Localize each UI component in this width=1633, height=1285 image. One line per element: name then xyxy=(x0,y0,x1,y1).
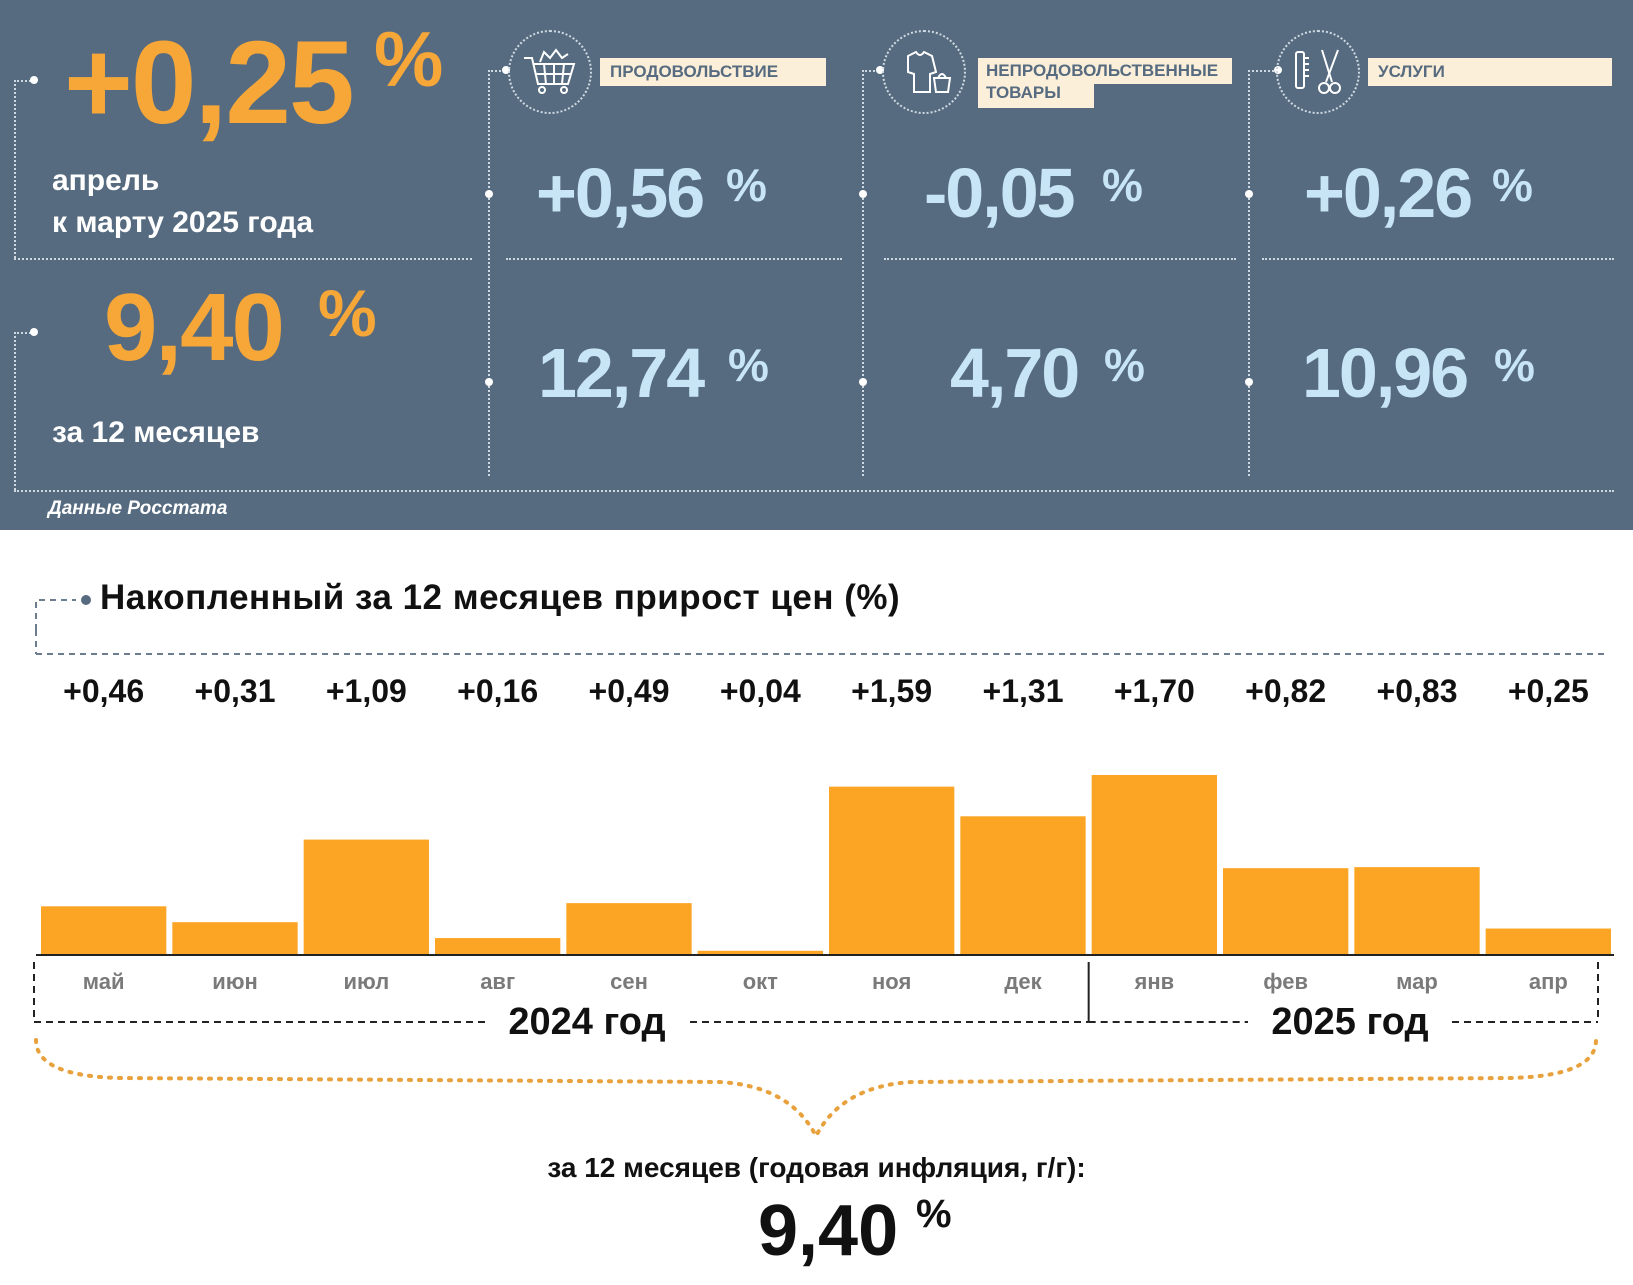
monthly-label-line1: апрель xyxy=(52,164,160,197)
column-divider xyxy=(1248,70,1250,476)
value-label: +1,09 xyxy=(326,673,407,709)
food-annual-value: 12,74 xyxy=(538,334,705,412)
bullet-dot xyxy=(502,66,510,74)
food-monthly-unit: % xyxy=(726,159,767,211)
bar xyxy=(1091,775,1217,955)
bar xyxy=(566,903,692,955)
curly-brace xyxy=(34,1038,1598,1141)
x-tick-label: авг xyxy=(480,969,515,994)
x-tick-label: апр xyxy=(1529,969,1568,994)
bar xyxy=(1354,867,1480,955)
bullet-dot xyxy=(485,378,493,386)
source-note: Данные Росстата xyxy=(48,498,228,519)
category-label-food: ПРОДОВОЛЬСТВИЕ xyxy=(600,58,826,86)
category-label-nonfood-line2: ТОВАРЫ xyxy=(978,80,1094,108)
food-annual-unit: % xyxy=(728,339,769,391)
services-annual-unit: % xyxy=(1494,339,1535,391)
footer-value: 9,40 xyxy=(758,1191,899,1271)
bar xyxy=(960,816,1086,955)
row-divider xyxy=(884,258,1236,260)
bullet-dot xyxy=(876,66,884,74)
value-label: +1,31 xyxy=(983,673,1064,709)
bar-chart: +0,46 май +0,31 июн +1,09 июл +0,16 авг +0,49 сен… xyxy=(33,595,1614,1141)
x-tick-label: фев xyxy=(1263,969,1308,994)
bar xyxy=(303,839,429,955)
x-tick-label: ноя xyxy=(872,969,911,994)
frame-line xyxy=(14,332,16,490)
year-label-2024: 2024 год xyxy=(508,1001,665,1043)
x-tick-label: июл xyxy=(343,969,389,994)
bar xyxy=(1485,928,1611,955)
bullet-dot xyxy=(485,190,493,198)
value-label: +0,04 xyxy=(720,673,801,709)
monthly-unit: % xyxy=(374,15,444,103)
value-label: +0,46 xyxy=(63,673,144,709)
nonfood-monthly-value: -0,05 xyxy=(924,154,1076,232)
food-monthly-value: +0,56 xyxy=(536,154,705,232)
bar xyxy=(829,786,955,955)
services-monthly-value: +0,26 xyxy=(1304,154,1473,232)
value-label: +0,49 xyxy=(589,673,670,709)
bullet-dot xyxy=(859,190,867,198)
value-label: +0,16 xyxy=(457,673,538,709)
bullet-dot xyxy=(859,378,867,386)
bullet-dot xyxy=(30,76,38,84)
chart-title: Накопленный за 12 месяцев прирост цен (%… xyxy=(100,578,901,617)
bullet-dot xyxy=(1245,190,1253,198)
column-divider xyxy=(488,70,490,476)
x-tick-label: июн xyxy=(212,969,258,994)
footer-label: за 12 месяцев (годовая инфляция, г/г): xyxy=(547,1152,1086,1183)
frame-line xyxy=(14,80,34,82)
value-label: +0,82 xyxy=(1245,673,1326,709)
row-divider xyxy=(506,258,842,260)
category-label-nonfood-line1: НЕПРОДОВОЛЬСТВЕННЫЕ xyxy=(978,58,1232,84)
summary-panel: +0,25 % апрель к марту 2025 года 9,40 % … xyxy=(0,0,1633,530)
frame-line xyxy=(14,332,34,334)
footer-unit: % xyxy=(916,1192,952,1236)
services-annual-value: 10,96 xyxy=(1302,334,1469,412)
value-label: +0,25 xyxy=(1508,673,1589,709)
clothing-icon xyxy=(882,30,966,114)
row-divider xyxy=(1262,258,1614,260)
bar xyxy=(435,938,561,955)
services-monthly-unit: % xyxy=(1492,159,1533,211)
bar xyxy=(1223,868,1349,955)
x-tick-label: окт xyxy=(743,969,778,994)
scissors-comb-icon xyxy=(1276,30,1360,114)
bullet-dot xyxy=(30,328,38,336)
nonfood-annual-unit: % xyxy=(1104,339,1145,391)
x-tick-label: янв xyxy=(1134,969,1175,994)
value-label: +1,59 xyxy=(851,673,932,709)
x-tick-label: мар xyxy=(1396,969,1438,994)
value-label: +0,83 xyxy=(1377,673,1458,709)
x-tick-label: сен xyxy=(610,969,648,994)
monthly-label-line2: к марту 2025 года xyxy=(52,206,314,239)
value-label: +1,70 xyxy=(1114,673,1195,709)
title-guide-line xyxy=(35,599,76,630)
frame-line xyxy=(488,70,508,72)
nonfood-monthly-unit: % xyxy=(1102,159,1143,211)
category-label-services: УСЛУГИ xyxy=(1368,58,1612,86)
annual-label: за 12 месяцев xyxy=(52,416,260,449)
frame-line xyxy=(14,80,16,258)
bullet-dot xyxy=(1245,378,1253,386)
column-divider xyxy=(862,70,864,476)
shopping-cart-icon xyxy=(508,30,592,114)
x-tick-label: дек xyxy=(1004,969,1042,994)
title-bullet-dot xyxy=(81,595,91,605)
frame-line xyxy=(1248,70,1278,72)
frame-line xyxy=(14,490,1614,492)
bar xyxy=(697,950,823,955)
year-label-2025: 2025 год xyxy=(1271,1001,1428,1043)
bar xyxy=(172,922,298,955)
nonfood-annual-value: 4,70 xyxy=(950,334,1080,412)
bar xyxy=(41,906,167,955)
annual-unit: % xyxy=(318,276,377,350)
frame-line xyxy=(14,258,472,260)
value-label: +0,31 xyxy=(195,673,276,709)
monthly-value: +0,25 xyxy=(64,17,355,149)
frame-line xyxy=(862,70,882,72)
x-tick-label: май xyxy=(83,969,125,994)
annual-value: 9,40 xyxy=(104,274,285,381)
